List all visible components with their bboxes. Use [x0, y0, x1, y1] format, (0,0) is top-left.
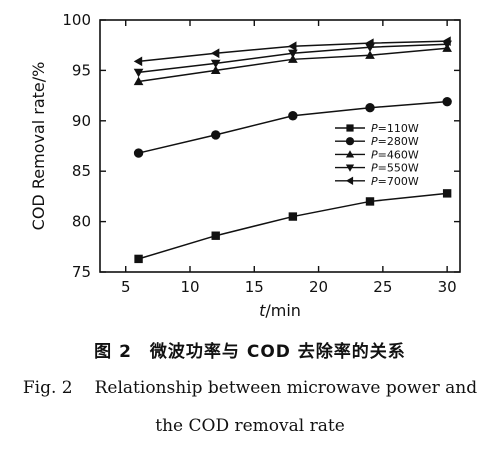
legend-marker-3: [345, 150, 355, 158]
series-4-point: [210, 59, 221, 69]
legend-marker-1: [346, 124, 354, 132]
series-5-point: [442, 36, 451, 46]
x-axis-title: t/min: [259, 301, 301, 320]
legend-label-4: P=550W: [371, 162, 419, 175]
legend-marker-5: [345, 176, 354, 185]
legend-label-2: P=280W: [371, 135, 419, 148]
legend-marker-4: [345, 164, 355, 172]
x-tick-label: 5: [121, 278, 131, 296]
x-tick-label: 10: [180, 278, 199, 296]
line-chart: 5 10 15 20 25 30 75 80 85 90 95 100 t/min COD Removal…: [29, 11, 461, 320]
legend-label-3: P=460W: [371, 148, 419, 161]
series-5-point: [210, 48, 220, 59]
y-tick-label: 95: [72, 61, 91, 79]
x-tick-label: 30: [438, 278, 457, 296]
series-3-point: [210, 65, 221, 75]
series-4-point: [133, 68, 144, 78]
series-3-point: [365, 50, 375, 59]
y-axis-title: COD Removal rate/%: [29, 62, 48, 231]
series-5-point: [365, 38, 374, 49]
x-tick-label: 25: [373, 278, 392, 296]
x-tick-label: 20: [309, 278, 328, 296]
caption-en-line1-text: Relationship between microwave power and: [94, 378, 478, 398]
legend-label-5: P=700W: [371, 175, 419, 188]
figure-caption-chinese: 图 2 微波功率与 COD 去除率的关系: [0, 337, 500, 362]
legend-marker-2: [345, 137, 355, 146]
y-tick-label: 80: [72, 213, 91, 231]
series-line-1: [138, 192, 448, 260]
series-1-point: [134, 254, 143, 264]
figure-caption-english-line2: the COD removal rate: [0, 416, 500, 436]
series-3-point: [133, 76, 144, 86]
series-2-point: [211, 130, 221, 140]
series-2-point: [365, 102, 375, 113]
caption-en-label: Fig. 2: [22, 378, 73, 398]
legend-label-1: P=110W: [371, 122, 419, 135]
series-1-point: [442, 189, 452, 198]
caption-cn-label: 图 2: [94, 342, 132, 362]
series-2-point: [442, 96, 452, 107]
caption-en-line2-text: the COD removal rate: [155, 416, 345, 436]
caption-cn-text: 微波功率与 COD 去除率的关系: [149, 342, 406, 362]
series-2-point: [288, 111, 298, 121]
series-1-point: [365, 197, 375, 206]
series-1-point: [211, 231, 220, 240]
series-2-point: [133, 148, 144, 158]
y-tick-label: 100: [62, 11, 91, 29]
plot-frame: [99, 19, 461, 273]
series-5-point: [288, 41, 297, 52]
y-tick-label: 85: [72, 162, 91, 180]
figure-caption-english-line1: Fig. 2 Relationship between microwave pow…: [0, 378, 500, 398]
series-5-point: [133, 56, 143, 67]
y-tick-label: 75: [72, 263, 91, 281]
series-4-point: [288, 49, 298, 59]
x-tick-label: 15: [245, 278, 264, 296]
series-3-point: [288, 54, 298, 63]
y-tick-label: 90: [72, 112, 91, 130]
series-1-point: [288, 212, 298, 221]
